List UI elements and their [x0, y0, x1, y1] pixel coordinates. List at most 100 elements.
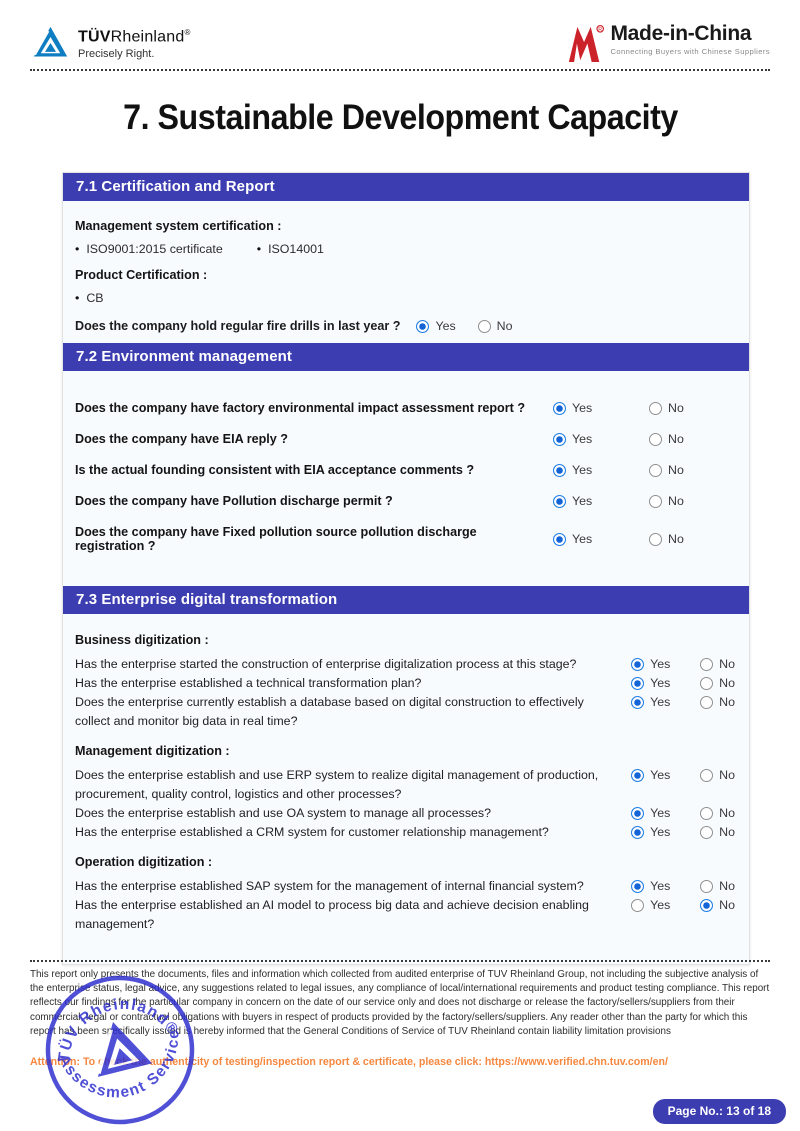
radio-no[interactable]: No	[700, 806, 735, 820]
radio-yes-label: Yes	[572, 463, 593, 477]
radio-no-circle[interactable]	[477, 319, 491, 333]
radio-yes-circle[interactable]	[631, 898, 645, 912]
cert-item: ISO9001:2015 certificate	[75, 242, 222, 256]
cert-item: CB	[75, 291, 103, 305]
digitization-group: Management digitization : Does the enter…	[75, 744, 735, 842]
question-row: Does the enterprise establish and use OA…	[75, 804, 735, 823]
radio-yes[interactable]: Yes	[631, 695, 686, 709]
radio-yes-circle[interactable]	[553, 463, 566, 477]
radio-yes-circle[interactable]	[631, 657, 645, 671]
radio-yes[interactable]: Yes	[631, 657, 686, 671]
made-in-china-wordmark: Made-in-China	[610, 22, 752, 45]
radio-no-circle[interactable]	[649, 532, 662, 546]
radio-no-circle[interactable]	[649, 432, 662, 446]
radio-no[interactable]: No	[700, 676, 735, 690]
radio-no[interactable]: No	[649, 494, 684, 508]
radio-yes[interactable]: Yes	[631, 806, 686, 820]
radio-no-label: No	[719, 806, 735, 820]
radio-yes[interactable]: Yes	[553, 432, 649, 446]
radio-yes-label: Yes	[650, 898, 671, 912]
tuv-rheinland-logo: TÜVRheinland® Precisely Right.	[32, 25, 191, 62]
radio-no[interactable]: No	[649, 432, 684, 446]
svg-text:R: R	[599, 27, 603, 33]
question-label: Does the company have EIA reply ?	[75, 432, 288, 446]
radio-yes[interactable]: Yes	[416, 319, 456, 333]
management-certification-label: Management system certification :	[75, 219, 282, 233]
radio-yes[interactable]: Yes	[631, 676, 686, 690]
radio-no-circle[interactable]	[700, 825, 714, 839]
attention-line: Attention: To check the authenticity of …	[30, 1055, 772, 1069]
tuv-wordmark: Rheinland	[110, 28, 185, 46]
question-row: Does the company have Fixed pollution so…	[75, 525, 735, 553]
radio-no[interactable]: No	[700, 657, 735, 671]
radio-no-circle[interactable]	[649, 401, 662, 415]
radio-yes-circle[interactable]	[631, 825, 645, 839]
radio-yes-circle[interactable]	[631, 806, 645, 820]
radio-yes-label: Yes	[650, 806, 671, 820]
radio-yes-circle[interactable]	[631, 676, 645, 690]
radio-no[interactable]: No	[700, 879, 735, 893]
radio-no[interactable]: No	[700, 825, 735, 839]
radio-no-label: No	[668, 494, 684, 508]
header-divider	[30, 69, 770, 71]
radio-yes-circle[interactable]	[631, 768, 645, 782]
radio-yes[interactable]: Yes	[553, 463, 649, 477]
radio-yes[interactable]: Yes	[631, 768, 686, 782]
question-row: Does the company have factory environmen…	[75, 401, 735, 415]
radio-yes-circle[interactable]	[416, 319, 430, 333]
radio-yes[interactable]: Yes	[553, 532, 649, 546]
radio-no-label: No	[719, 657, 735, 671]
radio-no-circle[interactable]	[700, 898, 714, 912]
radio-no-circle[interactable]	[700, 806, 714, 820]
question-row: Does the company hold regular fire drill…	[75, 319, 735, 333]
radio-yes[interactable]: Yes	[631, 879, 686, 893]
radio-no-circle[interactable]	[700, 768, 714, 782]
tuv-tagline: Precisely Right.	[78, 48, 155, 61]
question-row: Does the company have EIA reply ? Yes No	[75, 432, 735, 446]
made-in-china-text: Made-in-China Connecting Buyers with Chi…	[610, 22, 770, 56]
radio-yes-circle[interactable]	[553, 532, 566, 546]
radio-yes[interactable]: Yes	[631, 898, 686, 912]
radio-no[interactable]: No	[649, 532, 684, 546]
question-row: Has the enterprise established a CRM sys…	[75, 823, 735, 842]
radio-yes[interactable]: Yes	[553, 494, 649, 508]
radio-yes-circle[interactable]	[553, 401, 566, 415]
radio-yes-label: Yes	[650, 695, 671, 709]
question-label: Does the enterprise currently establish …	[75, 695, 584, 728]
verification-link[interactable]: https://www.verified.chn.tuv.com/en/	[484, 1056, 668, 1068]
radio-yes-circle[interactable]	[631, 879, 645, 893]
radio-no-label: No	[668, 463, 684, 477]
radio-yes-label: Yes	[650, 879, 671, 893]
management-certification-items: ISO9001:2015 certificate ISO14001	[75, 242, 735, 256]
radio-no[interactable]: No	[477, 319, 513, 333]
tuv-logo-text: TÜVRheinland® Precisely Right.	[78, 25, 191, 62]
radio-yes-circle[interactable]	[631, 695, 645, 709]
radio-no-circle[interactable]	[700, 879, 714, 893]
question-row: Is the actual founding consistent with E…	[75, 463, 735, 477]
question-label: Does the enterprise establish and use ER…	[75, 768, 599, 801]
radio-no[interactable]: No	[700, 695, 735, 709]
attention-label: Attention: To check the authenticity of …	[30, 1056, 485, 1068]
page-number-badge: Page No.: 13 of 18	[652, 1099, 786, 1124]
radio-yes-circle[interactable]	[553, 494, 566, 508]
radio-no-circle[interactable]	[700, 695, 714, 709]
radio-no-circle[interactable]	[700, 676, 714, 690]
radio-yes[interactable]: Yes	[631, 825, 686, 839]
radio-no-circle[interactable]	[649, 494, 662, 508]
radio-no[interactable]: No	[700, 768, 735, 782]
page-title-text: 7. Sustainable Development Capacity	[122, 98, 678, 137]
radio-no[interactable]: No	[649, 463, 684, 477]
radio-no-circle[interactable]	[649, 463, 662, 477]
question-label: Has the enterprise established a technic…	[75, 676, 422, 690]
radio-no[interactable]: No	[700, 898, 735, 912]
radio-no[interactable]: No	[649, 401, 684, 415]
radio-yes-label: Yes	[650, 657, 671, 671]
radio-yes[interactable]: Yes	[553, 401, 649, 415]
question-row: Has the enterprise established SAP syste…	[75, 877, 735, 896]
question-label: Does the company hold regular fire drill…	[75, 319, 401, 333]
radio-no-circle[interactable]	[700, 657, 714, 671]
radio-yes-circle[interactable]	[553, 432, 566, 446]
page-title: 7. Sustainable Development Capacity	[0, 98, 800, 138]
radio-no-label: No	[668, 432, 684, 446]
